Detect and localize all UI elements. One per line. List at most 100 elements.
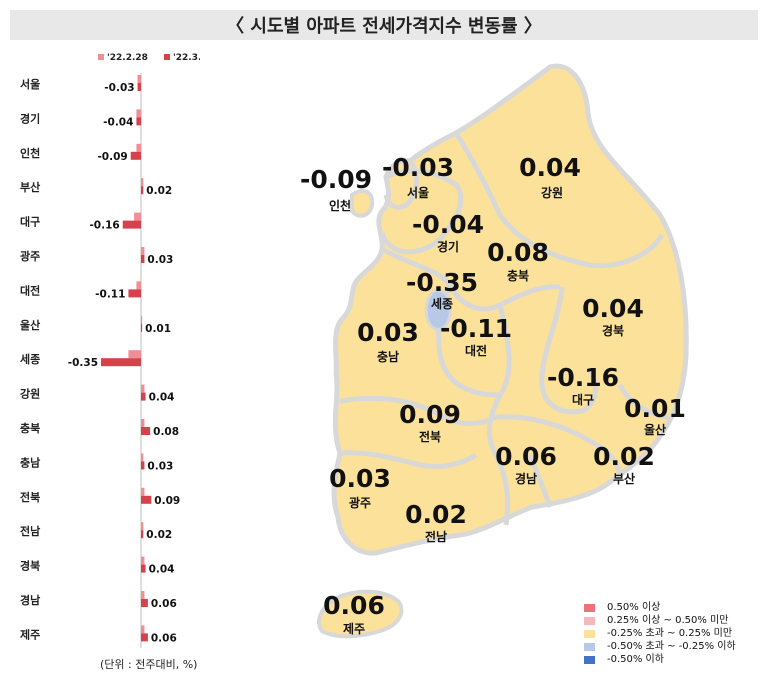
category-label: 전남 bbox=[20, 524, 40, 538]
bar-prev bbox=[141, 315, 143, 324]
incheon-island bbox=[350, 188, 375, 218]
map-value-label: 0.06 bbox=[323, 591, 385, 620]
data-label: -0.35 bbox=[68, 357, 98, 369]
map-value-label: 0.04 bbox=[582, 294, 644, 323]
legend-swatch bbox=[584, 603, 595, 612]
data-label: -0.04 bbox=[103, 116, 133, 128]
category-label: 강원 bbox=[20, 387, 40, 401]
bar-prev bbox=[141, 591, 145, 599]
bar-prev bbox=[141, 625, 145, 634]
legend-label: -0.50% 초과 ~ -0.25% 이하 bbox=[607, 641, 736, 652]
map-legend: 0.50% 이상 0.25% 이상 ~ 0.50% 미만 -0.25% 초과 ~ 0… bbox=[584, 601, 736, 666]
map-value-label: -0.04 bbox=[412, 210, 484, 239]
data-label: 0.01 bbox=[145, 323, 171, 335]
data-label: -0.16 bbox=[89, 220, 119, 232]
legend-swatch bbox=[164, 54, 170, 60]
bar-prev bbox=[141, 178, 144, 187]
category-label: 충북 bbox=[20, 421, 40, 435]
bar-this bbox=[141, 427, 151, 435]
category-label: 제주 bbox=[20, 627, 40, 641]
data-label: -0.03 bbox=[104, 82, 134, 94]
map-value-label: 0.02 bbox=[405, 500, 467, 529]
bar-prev bbox=[136, 143, 141, 152]
bar-prev bbox=[134, 212, 141, 221]
bar-prev bbox=[128, 350, 141, 359]
map-region-label: 울산 bbox=[644, 422, 666, 437]
data-label: 0.06 bbox=[151, 598, 177, 610]
bar-prev bbox=[141, 419, 145, 427]
map-region-label: 부산 bbox=[613, 471, 635, 486]
legend-label: '22.3.7 bbox=[173, 53, 200, 63]
legend-swatch bbox=[98, 54, 104, 60]
legend-row: -0.25% 초과 ~ 0.25% 미만 bbox=[584, 627, 736, 640]
map-region-label: 강원 bbox=[541, 186, 563, 200]
bar-this bbox=[130, 151, 141, 160]
map-region-label: 충북 bbox=[507, 268, 529, 283]
bar-this bbox=[122, 220, 141, 229]
bar-this bbox=[128, 289, 141, 298]
category-label: 부산 bbox=[20, 180, 40, 194]
map-value-label: -0.09 bbox=[300, 165, 372, 194]
category-label: 대전 bbox=[20, 283, 40, 297]
data-label: -0.11 bbox=[95, 288, 125, 300]
legend-label: -0.25% 초과 ~ 0.25% 미만 bbox=[607, 628, 733, 639]
bar-prev bbox=[141, 384, 145, 393]
province-border bbox=[380, 246, 561, 312]
data-label: 0.02 bbox=[146, 529, 172, 541]
bar-prev bbox=[137, 75, 141, 83]
map-region-label: 경북 bbox=[602, 324, 624, 338]
category-label: 경남 bbox=[20, 593, 40, 607]
map-region-label: 인천 bbox=[329, 198, 351, 213]
bar-this bbox=[141, 323, 143, 332]
legend-row: 0.25% 이상 ~ 0.50% 미만 bbox=[584, 614, 736, 627]
map-value-label: -0.11 bbox=[440, 314, 512, 343]
map-value-label: 0.04 bbox=[519, 153, 581, 182]
bar-prev bbox=[141, 247, 145, 255]
map-value-label: 0.01 bbox=[624, 394, 686, 423]
map-region-label: 경기 bbox=[437, 239, 459, 254]
legend-swatch bbox=[584, 655, 595, 664]
data-label: 0.06 bbox=[151, 632, 177, 644]
category-label: 대구 bbox=[20, 215, 40, 229]
province-border bbox=[383, 159, 419, 210]
province-border bbox=[617, 383, 669, 420]
sejong-area bbox=[424, 288, 452, 331]
jeju-island bbox=[316, 589, 404, 639]
province-border bbox=[453, 131, 665, 269]
province-border bbox=[495, 414, 623, 482]
bar-this bbox=[141, 564, 146, 573]
unit-note: (단위 : 전주대비, %) bbox=[100, 658, 198, 671]
legend-row: 0.50% 이상 bbox=[584, 601, 736, 614]
bar-this bbox=[101, 358, 141, 367]
data-label: 0.04 bbox=[149, 392, 175, 404]
bar-prev bbox=[141, 487, 145, 496]
map-value-label: -0.16 bbox=[547, 363, 619, 392]
bar-this bbox=[137, 83, 141, 91]
map-region-label: 대구 bbox=[572, 393, 594, 407]
map-value-label: -0.03 bbox=[382, 153, 454, 182]
legend-label: 0.25% 이상 ~ 0.50% 미만 bbox=[607, 615, 729, 626]
map-region-label: 전남 bbox=[425, 529, 447, 544]
province-border bbox=[527, 454, 553, 508]
legend-swatch bbox=[584, 616, 595, 625]
map-region-label: 세종 bbox=[431, 296, 453, 311]
bar-this bbox=[141, 530, 144, 539]
bar-this bbox=[141, 633, 148, 642]
legend-row: -0.50% 초과 ~ -0.25% 이하 bbox=[584, 640, 736, 653]
bar-prev bbox=[141, 556, 145, 565]
bar-this bbox=[141, 599, 148, 607]
category-label: 인천 bbox=[20, 146, 40, 160]
data-label: 0.02 bbox=[146, 185, 172, 197]
bar-chart: '22.2.28 '22.3.7 서울 -0.03 경기 -0.04 인천 -0.09 부산 0.… bbox=[20, 53, 200, 648]
map-region-label: 전북 bbox=[419, 429, 441, 444]
legend-swatch bbox=[584, 642, 595, 651]
data-label: 0.04 bbox=[149, 564, 175, 576]
bar-this bbox=[141, 495, 152, 504]
category-label: 서울 bbox=[20, 77, 40, 91]
map-region-label: 충남 bbox=[377, 349, 399, 364]
data-label: 0.09 bbox=[154, 495, 180, 507]
bar-this bbox=[136, 117, 141, 126]
bar-this bbox=[141, 186, 144, 195]
data-label: 0.08 bbox=[153, 426, 179, 438]
